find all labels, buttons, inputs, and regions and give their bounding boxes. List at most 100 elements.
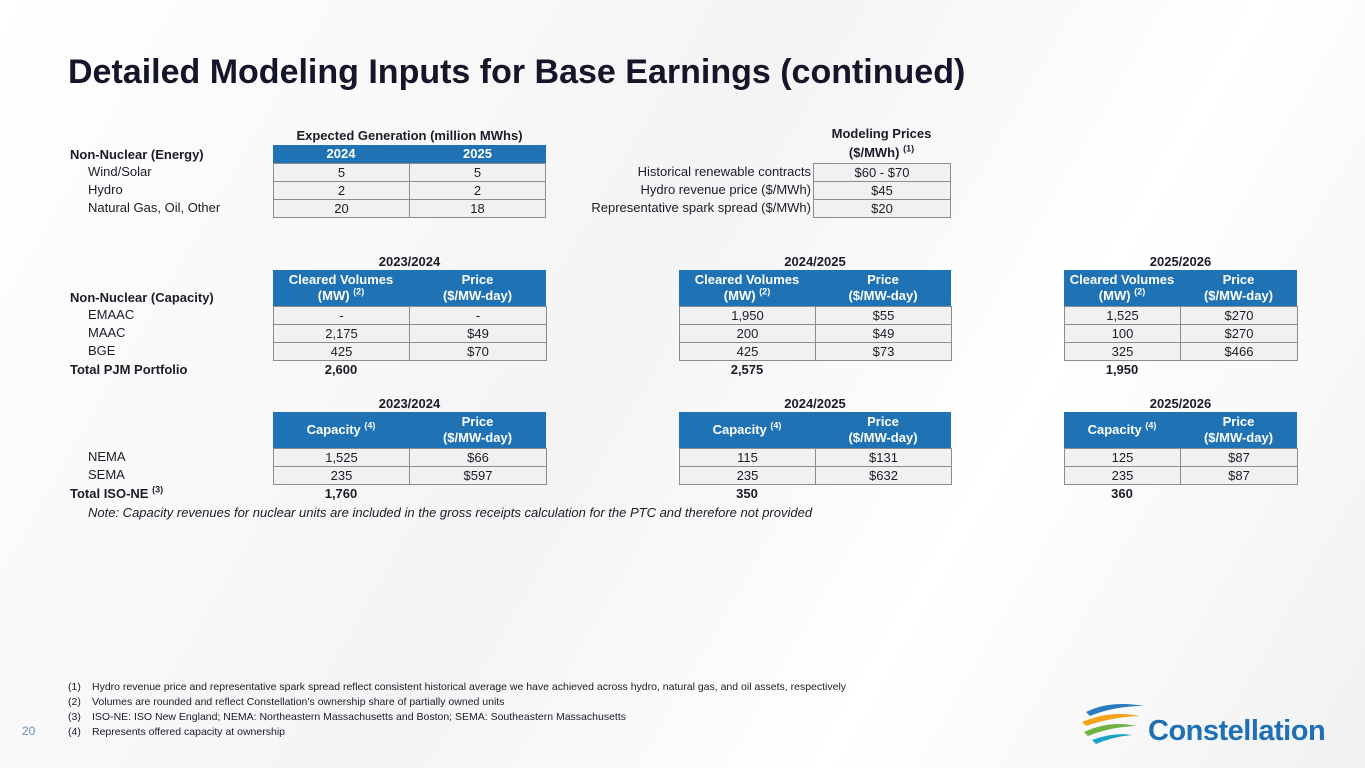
prices-unit: ($/MWh) (1) bbox=[813, 143, 950, 161]
header-text: Cleared Volumes bbox=[288, 272, 394, 287]
data-cell: 235 bbox=[273, 466, 410, 485]
price-label: Hydro revenue price ($/MWh) bbox=[640, 182, 812, 197]
footnote-ref: (4) bbox=[1145, 420, 1157, 431]
header-line: (MW) (2) bbox=[318, 286, 365, 304]
header-line: Price bbox=[462, 272, 494, 288]
header-text: ($/MW-day) bbox=[442, 430, 513, 445]
logo-icon bbox=[1082, 704, 1144, 744]
prices-header: Modeling Prices bbox=[831, 126, 932, 141]
data-cell: - bbox=[273, 306, 410, 325]
total-label: Total PJM Portfolio bbox=[70, 362, 187, 378]
total-text: Total ISO-NE bbox=[70, 486, 149, 501]
footnote-ref: (2) bbox=[759, 286, 771, 297]
data-cell: - bbox=[409, 306, 547, 325]
data-cell: $70 bbox=[409, 342, 547, 361]
gen-row-label: Natural Gas, Oil, Other bbox=[88, 200, 221, 215]
period: 2023/2024 bbox=[378, 254, 441, 269]
header-line: Price bbox=[867, 272, 899, 288]
header-line: Price bbox=[1223, 414, 1255, 430]
footnote-marker: (1) bbox=[68, 681, 81, 693]
header-line: ($/MW-day) bbox=[848, 288, 917, 304]
header-text: Price bbox=[867, 272, 899, 287]
total-value: 360 bbox=[1111, 486, 1133, 501]
data-cell: 235 bbox=[1064, 466, 1181, 485]
header-text: (MW) bbox=[1098, 288, 1131, 303]
data-cell: $270 bbox=[1180, 324, 1298, 343]
header-line: Price bbox=[867, 414, 899, 430]
data-cell: 200 bbox=[679, 324, 816, 343]
header-text: ($/MW-day) bbox=[848, 430, 918, 445]
period: 2024/2025 bbox=[784, 254, 846, 269]
pjm-label: Non-Nuclear (Capacity) bbox=[70, 290, 214, 305]
header-line: Capacity (4) bbox=[712, 420, 782, 438]
header-line: Price bbox=[462, 414, 494, 430]
column-header: Price ($/MW-day) bbox=[815, 412, 951, 448]
header-text: Price bbox=[1222, 272, 1255, 287]
column-header: Price ($/MW-day) bbox=[815, 270, 951, 306]
data-cell: 115 bbox=[679, 448, 816, 467]
footnote-text: ISO-NE: ISO New England; NEMA: Northeast… bbox=[92, 711, 626, 723]
title: Detailed Modeling Inputs for Base Earnin… bbox=[68, 53, 966, 91]
data-cell: 235 bbox=[679, 466, 816, 485]
row-label: BGE bbox=[88, 343, 116, 358]
price-label: Representative spark spread ($/MWh) bbox=[591, 200, 811, 215]
data-cell: $87 bbox=[1180, 448, 1298, 467]
data-cell: 100 bbox=[1064, 324, 1181, 343]
data-cell: $49 bbox=[409, 324, 547, 343]
header-line: (MW) (2) bbox=[1098, 286, 1146, 304]
page-number: 20 bbox=[22, 724, 36, 738]
total-text: Total PJM Portfolio bbox=[70, 362, 188, 377]
data-cell: 1,525 bbox=[273, 448, 410, 467]
header-text: Capacity bbox=[1087, 422, 1142, 437]
header-line: ($/MW-day) bbox=[443, 430, 512, 446]
gen-row-label: Wind/Solar bbox=[88, 164, 152, 179]
total-value: 1,760 bbox=[324, 486, 358, 501]
footnote-ref: (2) bbox=[353, 286, 365, 297]
total-value: 2,575 bbox=[730, 362, 764, 377]
column-header: Capacity (4) bbox=[273, 412, 409, 448]
header-line: ($/MW-day) bbox=[1204, 288, 1273, 304]
unit: ($/MWh) bbox=[848, 145, 900, 160]
header-line: ($/MW-day) bbox=[443, 288, 512, 304]
header-line: Cleared Volumes bbox=[1070, 272, 1175, 288]
footnote-ref: (4) bbox=[770, 420, 782, 431]
column-header: Cleared Volumes (MW) (2) bbox=[273, 270, 409, 306]
gen-year: 2024 bbox=[273, 145, 409, 163]
row-label: SEMA bbox=[88, 467, 125, 482]
data-cell: 425 bbox=[679, 342, 816, 361]
footnote-text: Hydro revenue price and representative s… bbox=[92, 681, 847, 693]
header-line: (MW) (2) bbox=[724, 286, 771, 304]
header-text: ($/MW-day) bbox=[848, 288, 918, 303]
footnote-marker: (4) bbox=[68, 726, 81, 738]
footnote-ref: (2) bbox=[1134, 286, 1146, 297]
gen-label: Non-Nuclear (Energy) bbox=[70, 147, 204, 162]
total-value: 1,950 bbox=[1105, 362, 1139, 377]
column-header: Capacity (4) bbox=[679, 412, 815, 448]
column-header: Capacity (4) bbox=[1064, 412, 1180, 448]
data-cell: $66 bbox=[409, 448, 547, 467]
gen-cell: 2 bbox=[273, 181, 410, 200]
header-text: Price bbox=[461, 272, 494, 287]
data-cell: $49 bbox=[815, 324, 952, 343]
data-cell: $270 bbox=[1180, 306, 1298, 325]
column-header: Price ($/MW-day) bbox=[409, 270, 546, 306]
header-line: ($/MW-day) bbox=[1204, 430, 1273, 446]
footnote-text: Volumes are rounded and reflect Constell… bbox=[92, 696, 505, 708]
data-cell: $466 bbox=[1180, 342, 1298, 361]
footnote-ref: (1) bbox=[903, 143, 915, 154]
header-text: ($/MW-day) bbox=[1203, 430, 1274, 445]
period: 2025/2026 bbox=[1149, 254, 1212, 269]
column-header: Price ($/MW-day) bbox=[409, 412, 546, 448]
gen-row-label: Hydro bbox=[88, 182, 123, 197]
row-label: NEMA bbox=[88, 449, 126, 464]
data-cell: 325 bbox=[1064, 342, 1181, 361]
data-cell: 1,950 bbox=[679, 306, 816, 325]
data-cell: $131 bbox=[815, 448, 952, 467]
header-text: Price bbox=[1222, 414, 1255, 429]
period: 2025/2026 bbox=[1149, 396, 1212, 411]
price-cell: $60 - $70 bbox=[813, 163, 951, 182]
data-cell: 1,525 bbox=[1064, 306, 1181, 325]
header-text: Capacity bbox=[712, 422, 767, 437]
period: 2023/2024 bbox=[378, 396, 441, 411]
